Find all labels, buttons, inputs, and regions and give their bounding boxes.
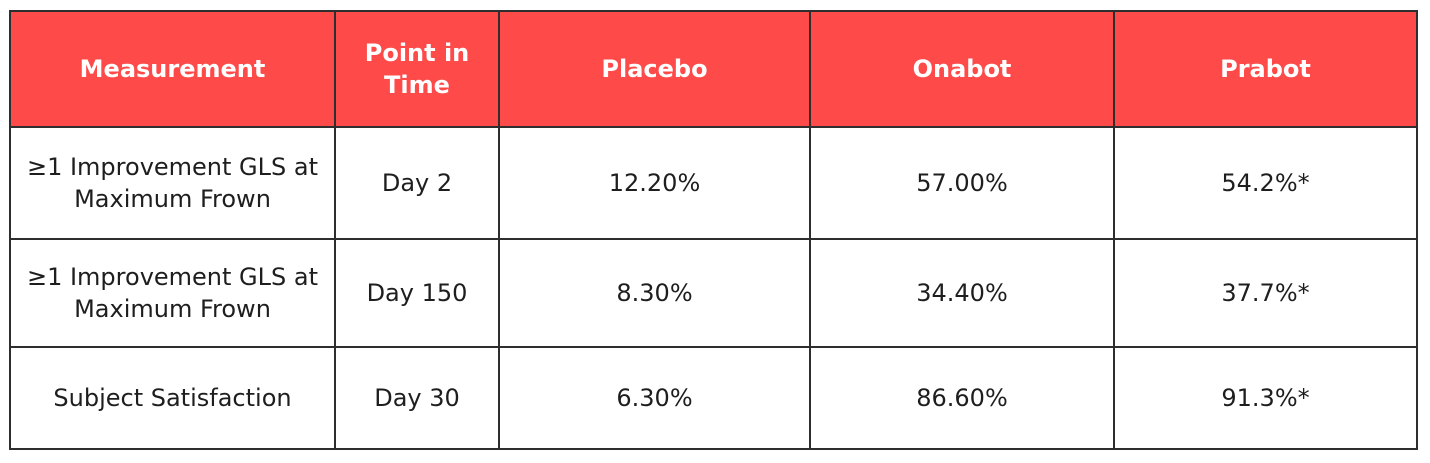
header-prabot: Prabot [1113,10,1418,128]
header-onabot: Onabot [809,10,1115,128]
cell-prabot: 54.2%* [1113,126,1418,240]
table-row: ≥1 Improvement GLS at Maximum Frown Day … [9,126,1418,240]
cell-onabot: 57.00% [809,126,1115,240]
cell-point-in-time: Day 150 [334,238,500,348]
cell-placebo: 6.30% [498,346,811,450]
header-row: Measurement Point in Time Placebo Onabot… [9,10,1418,128]
cell-prabot: 91.3%* [1113,346,1418,450]
table-row: ≥1 Improvement GLS at Maximum Frown Day … [9,238,1418,348]
table-row: Subject Satisfaction Day 30 6.30% 86.60%… [9,346,1418,450]
cell-placebo: 8.30% [498,238,811,348]
cell-measurement: ≥1 Improvement GLS at Maximum Frown [9,238,336,348]
cell-onabot: 86.60% [809,346,1115,450]
cell-measurement: ≥1 Improvement GLS at Maximum Frown [9,126,336,240]
cell-placebo: 12.20% [498,126,811,240]
cell-point-in-time: Day 30 [334,346,500,450]
cell-prabot: 37.7%* [1113,238,1418,348]
header-placebo: Placebo [498,10,811,128]
header-measurement: Measurement [9,10,336,128]
cell-onabot: 34.40% [809,238,1115,348]
cell-point-in-time: Day 2 [334,126,500,240]
cell-measurement: Subject Satisfaction [9,346,336,450]
header-point-in-time: Point in Time [334,10,500,128]
results-table: Measurement Point in Time Placebo Onabot… [9,10,1418,450]
